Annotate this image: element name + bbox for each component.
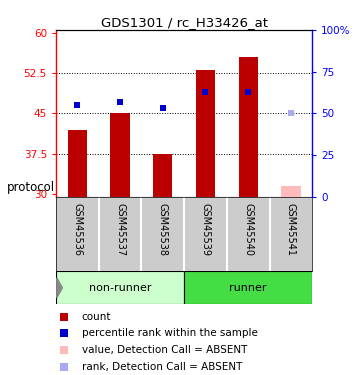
Text: percentile rank within the sample: percentile rank within the sample — [82, 328, 257, 338]
Title: GDS1301 / rc_H33426_at: GDS1301 / rc_H33426_at — [101, 16, 268, 29]
Text: GSM45540: GSM45540 — [243, 203, 253, 256]
Text: GSM45536: GSM45536 — [72, 203, 82, 256]
Bar — [281, 186, 300, 197]
Text: GSM45541: GSM45541 — [286, 203, 296, 256]
Bar — [68, 130, 87, 197]
Bar — [239, 57, 258, 197]
Text: GSM45539: GSM45539 — [200, 203, 210, 256]
Text: GSM45537: GSM45537 — [115, 203, 125, 256]
Polygon shape — [57, 278, 62, 298]
Text: GSM45538: GSM45538 — [158, 203, 168, 256]
Text: non-runner: non-runner — [89, 283, 151, 293]
Bar — [196, 70, 215, 197]
Text: runner: runner — [230, 283, 267, 293]
Text: value, Detection Call = ABSENT: value, Detection Call = ABSENT — [82, 345, 247, 355]
Text: count: count — [82, 312, 111, 321]
Text: rank, Detection Call = ABSENT: rank, Detection Call = ABSENT — [82, 362, 242, 372]
Text: protocol: protocol — [7, 181, 55, 194]
Bar — [110, 114, 130, 197]
Bar — [184, 271, 312, 304]
Bar — [153, 154, 172, 197]
Bar — [56, 271, 184, 304]
